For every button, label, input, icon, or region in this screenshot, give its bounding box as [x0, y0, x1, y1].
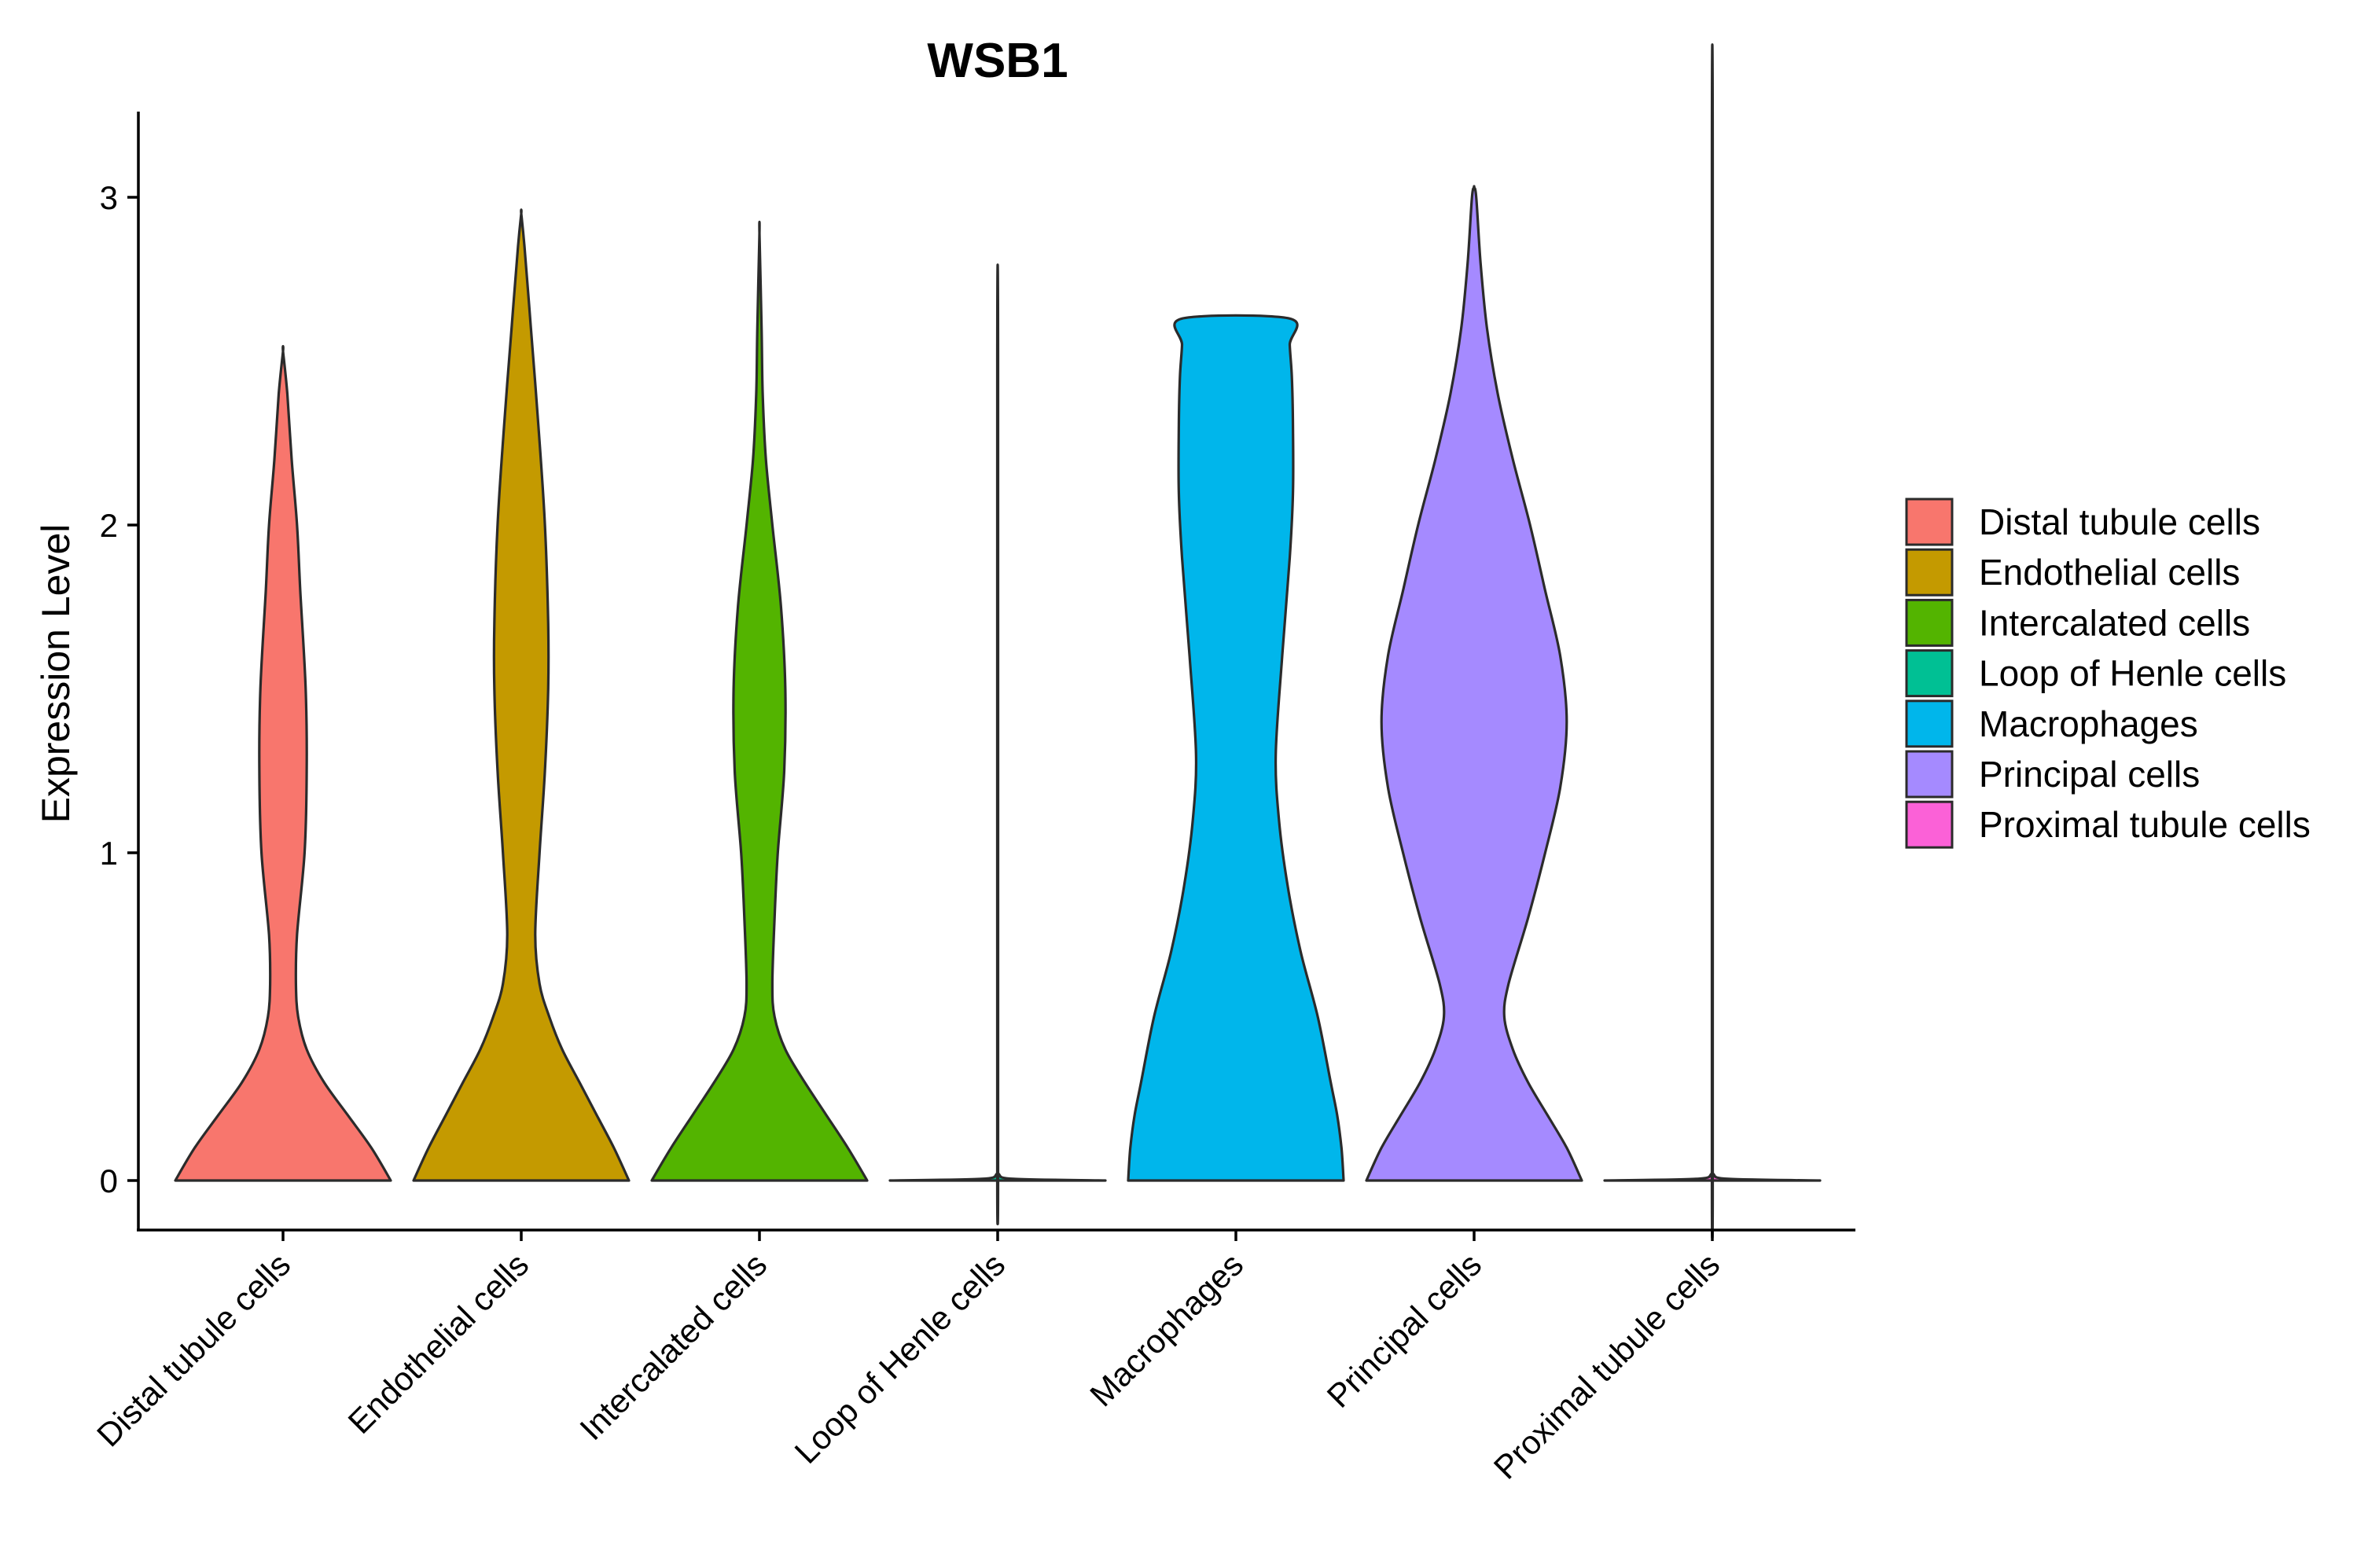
- violins-group: [174, 43, 1822, 1239]
- legend-key-intercalated-cells: [1905, 598, 1954, 647]
- violin-principal-cells: [1365, 185, 1583, 1182]
- y-tick-label: 0: [100, 1162, 118, 1199]
- violin-endothelial-cells: [412, 208, 631, 1182]
- legend: Distal tubule cells Endothelial cells Inte…: [1905, 498, 2311, 849]
- y-axis-title: Expression Level: [34, 524, 78, 824]
- violin-proximal-tubule-cells: [1603, 43, 1822, 1239]
- legend-key-endothelial-cells: [1905, 548, 1954, 597]
- y-tick-label: 1: [100, 835, 118, 872]
- x-tick-label-distal-tubule-cells: Distal tubule cells: [90, 1246, 297, 1453]
- violin-loop-of-henle-cells: [888, 263, 1107, 1225]
- legend-key-principal-cells: [1905, 750, 1954, 799]
- legend-label-intercalated-cells: Intercalated cells: [1979, 602, 2250, 643]
- y-tick-label: 3: [100, 179, 118, 216]
- x-ticks-group: Distal tubule cells Endothelial cells Inte…: [90, 1230, 1726, 1486]
- violin-intercalated-cells: [650, 220, 869, 1182]
- x-tick-label-macrophages: Macrophages: [1083, 1246, 1250, 1413]
- legend-label-endothelial-cells: Endothelial cells: [1979, 552, 2240, 593]
- legend-label-principal-cells: Principal cells: [1979, 754, 2200, 795]
- x-tick-label-principal-cells: Principal cells: [1320, 1246, 1489, 1415]
- legend-key-macrophages: [1905, 700, 1954, 748]
- violin-macrophages: [1127, 314, 1345, 1182]
- legend-label-distal-tubule-cells: Distal tubule cells: [1979, 501, 2260, 542]
- legend-key-distal-tubule-cells: [1905, 498, 1954, 546]
- x-tick-label-intercalated-cells: Intercalated cells: [572, 1246, 774, 1447]
- y-ticks-group: 0 1 2 3: [100, 179, 138, 1199]
- y-tick-label: 2: [100, 507, 118, 544]
- chart-title: WSB1: [927, 34, 1068, 88]
- x-tick-label-proximal-tubule-cells: Proximal tubule cells: [1487, 1246, 1727, 1486]
- legend-label-loop-of-henle-cells: Loop of Henle cells: [1979, 653, 2286, 694]
- legend-key-loop-of-henle-cells: [1905, 649, 1954, 698]
- legend-key-proximal-tubule-cells: [1905, 800, 1954, 849]
- violin-distal-tubule-cells: [174, 344, 392, 1182]
- legend-label-macrophages: Macrophages: [1979, 703, 2198, 744]
- x-tick-label-endothelial-cells: Endothelial cells: [341, 1246, 536, 1441]
- legend-label-proximal-tubule-cells: Proximal tubule cells: [1979, 804, 2311, 845]
- x-tick-label-loop-of-henle-cells: Loop of Henle cells: [788, 1246, 1013, 1471]
